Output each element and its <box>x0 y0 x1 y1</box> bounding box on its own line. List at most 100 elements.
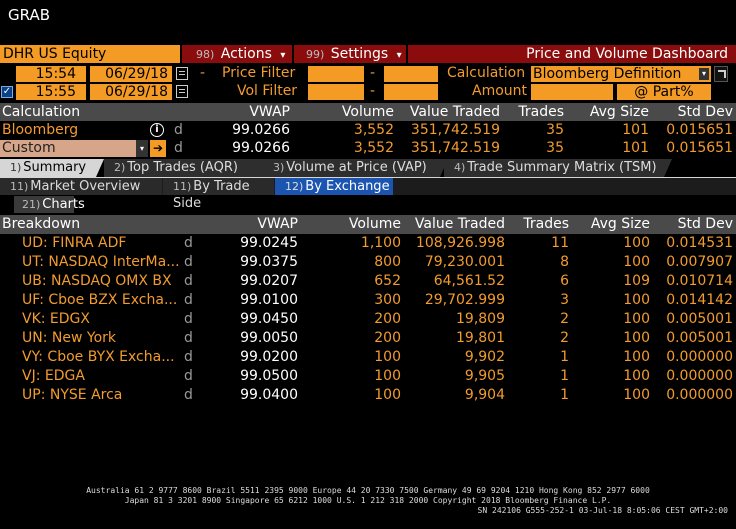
breakdown-cell-trades: 11 <box>551 235 569 251</box>
calc-row-std: 0.015651 <box>666 140 733 156</box>
calc-row-name: Bloomberg <box>2 122 79 138</box>
breakdown-cell-name: UT: NASDAQ InterMa... <box>22 254 180 270</box>
vol-filter-min-field[interactable] <box>308 84 364 100</box>
breakdown-cell-trades: 1 <box>560 387 569 403</box>
tab-volume-at-price[interactable]: 3) Volume at Price (VAP) <box>263 159 448 177</box>
tab-strip-divider <box>0 177 736 178</box>
breakdown-cell-volume: 800 <box>374 254 401 270</box>
price-filter-max-field[interactable] <box>384 66 438 82</box>
tab-trade-summary-matrix[interactable]: 4) Trade Summary Matrix (TSM) <box>444 159 672 177</box>
breakdown-cell-trades: 3 <box>560 292 569 308</box>
breakdown-cell-avg: 100 <box>623 235 650 251</box>
breakdown-cell-volume: 652 <box>374 273 401 289</box>
calc-row-flag: d <box>174 140 183 156</box>
calc-row-flag: d <box>174 122 183 138</box>
breakdown-header-value-traded: Value Traded <box>414 216 505 232</box>
breakdown-cell-avg: 100 <box>623 311 650 327</box>
charts-num: 21) <box>22 198 41 211</box>
breakdown-cell-std: 0.010714 <box>666 273 733 289</box>
start-time-field[interactable]: 15:54 <box>16 66 86 82</box>
breakdown-cell-avg: 100 <box>623 330 650 346</box>
end-date-field[interactable]: 06/29/18 <box>90 84 172 100</box>
subtab-label: By Exchange <box>305 179 390 194</box>
actions-menu-button[interactable]: 98) Actions ▾ <box>182 45 292 63</box>
breakdown-cell-vwap: 99.0450 <box>240 311 298 327</box>
calc-header-avg-size: Avg Size <box>589 104 649 120</box>
calc-header-volume: Volume <box>341 104 394 120</box>
calc-row-avg: 101 <box>622 140 649 156</box>
settings-menu-button[interactable]: 99) Settings ▾ <box>294 45 406 63</box>
custom-calc-label: Custom <box>2 140 56 156</box>
breakdown-cell-value: 108,926.998 <box>415 235 505 251</box>
breakdown-cell-value: 79,230.001 <box>424 254 505 270</box>
breakdown-cell-avg: 100 <box>623 368 650 384</box>
actions-label: Actions <box>220 46 272 62</box>
breakdown-cell-avg: 100 <box>623 292 650 308</box>
end-time-field[interactable]: 15:55 <box>16 84 86 100</box>
breakdown-cell-name: UN: New York <box>22 330 116 346</box>
breakdown-cell-trades: 6 <box>560 273 569 289</box>
subtab-by-exchange[interactable]: 12) By Exchange <box>275 178 393 195</box>
subtab-market-overview[interactable]: 11) Market Overview <box>0 178 162 195</box>
breakdown-cell-std: 0.014142 <box>666 292 733 308</box>
subtab-by-trade-side[interactable]: 11) By Trade Side <box>163 178 274 211</box>
breakdown-cell-std: 0.000000 <box>666 368 733 384</box>
actions-num: 98) <box>196 48 215 61</box>
breakdown-cell-value: 64,561.52 <box>433 273 505 289</box>
info-icon[interactable]: i <box>150 123 164 137</box>
breakdown-header-avg-size: Avg Size <box>590 216 650 232</box>
breakdown-cell-std: 0.005001 <box>666 330 733 346</box>
info-glyph: i <box>155 124 159 135</box>
tab-top-trades[interactable]: 2) Top Trades (AQR) <box>104 159 272 177</box>
price-filter-min-field[interactable] <box>308 66 364 82</box>
export-arrow-icon[interactable]: ➔ <box>150 140 166 157</box>
breakdown-header-std-dev: Std Dev <box>677 216 733 232</box>
breakdown-cell-value: 19,801 <box>456 330 505 346</box>
breakdown-cell-vwap: 99.0050 <box>240 330 298 346</box>
expand-icon[interactable] <box>714 66 728 82</box>
breakdown-cell-avg: 100 <box>623 387 650 403</box>
vol-filter-max-field[interactable] <box>384 84 438 100</box>
charts-label: Charts <box>42 197 85 212</box>
breakdown-cell-flag: d <box>184 311 193 327</box>
calc-row-trades: 35 <box>546 140 564 156</box>
charts-button[interactable]: 21) Charts <box>14 196 85 213</box>
breakdown-cell-name: VY: Cboe BYX Excha... <box>22 349 175 365</box>
custom-calc-dropdown[interactable]: Custom <box>0 140 136 157</box>
breakdown-cell-volume: 200 <box>374 330 401 346</box>
breakdown-cell-avg: 109 <box>623 273 650 289</box>
amount-field[interactable] <box>531 84 613 100</box>
tab-num: 3) <box>273 161 285 174</box>
calc-row-trades: 35 <box>546 122 564 138</box>
breakdown-cell-std: 0.005001 <box>666 311 733 327</box>
dashboard-title-bar: Price and Volume Dashboard <box>408 45 736 63</box>
calc-row-vwap: 99.0266 <box>232 140 290 156</box>
breakdown-cell-volume: 200 <box>374 311 401 327</box>
calendar-icon[interactable] <box>176 67 188 80</box>
end-checkbox[interactable]: ✓ <box>1 86 13 98</box>
breakdown-cell-value: 29,702.999 <box>424 292 505 308</box>
tab-label: Summary <box>23 160 87 175</box>
breakdown-header-name: Breakdown <box>2 216 81 232</box>
time-range-dash: - <box>200 65 206 81</box>
calc-row-volume: 3,552 <box>353 140 394 156</box>
tab-label: Volume at Price (VAP) <box>286 160 427 175</box>
window-title: GRAB <box>8 6 50 24</box>
dropdown-arrow-icon[interactable]: ▾ <box>699 68 709 80</box>
tab-summary[interactable]: 1) Summary <box>0 159 104 177</box>
subtab-num: 11) <box>10 180 29 193</box>
settings-num: 99) <box>306 48 325 61</box>
dropdown-arrow-icon[interactable]: ▾ <box>136 140 148 157</box>
security-field[interactable]: DHR US Equity <box>0 45 180 63</box>
calendar-icon[interactable] <box>176 85 188 98</box>
part-percent-field[interactable]: @ Part% <box>617 84 711 100</box>
vol-filter-dash: - <box>370 83 376 99</box>
vol-filter-label: Vol Filter <box>237 83 298 99</box>
calculation-dropdown[interactable]: Bloomberg Definition <box>531 66 711 82</box>
breakdown-cell-vwap: 99.0100 <box>240 292 298 308</box>
breakdown-cell-name: UB: NASDAQ OMX BX <box>22 273 172 289</box>
footer-line-2: Japan 81 3 3201 8900 Singapore 65 6212 1… <box>124 496 612 505</box>
breakdown-cell-volume: 100 <box>374 368 401 384</box>
footer-line-1: Australia 61 2 9777 8600 Brazil 5511 239… <box>86 486 650 495</box>
start-date-field[interactable]: 06/29/18 <box>90 66 172 82</box>
